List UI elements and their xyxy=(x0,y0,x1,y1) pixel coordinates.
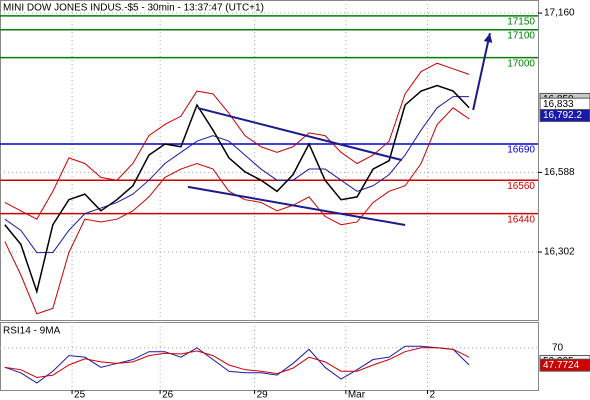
series-line xyxy=(4,347,470,379)
series-line xyxy=(4,62,470,220)
price-tag-label: 16,792.2 xyxy=(543,110,582,121)
x-tick-label: Mar xyxy=(348,390,366,400)
level-label: 16690 xyxy=(507,145,535,156)
x-tick-label: 26 xyxy=(162,390,174,400)
trend-line xyxy=(472,32,491,111)
level-label: 17100 xyxy=(507,30,535,41)
price-panel xyxy=(0,0,539,321)
y-tick-label: 16,588 xyxy=(544,167,575,178)
x-tick-label: 29 xyxy=(257,390,269,400)
rsi-panel xyxy=(0,322,539,391)
price-tag-label: 47.7724 xyxy=(543,360,580,371)
x-tick-label: 2 xyxy=(430,390,436,400)
y-tick-label: 70 xyxy=(552,342,564,353)
price-tag-label: 16,833 xyxy=(543,99,574,110)
price-tag xyxy=(539,358,590,372)
level-label: 16440 xyxy=(507,214,535,225)
trend-line xyxy=(197,107,403,162)
price-tag xyxy=(539,109,590,123)
level-label: 17150 xyxy=(507,17,535,28)
y-tick-label: 16,302 xyxy=(544,247,575,258)
series-line xyxy=(4,345,470,384)
chart-title: MINI DOW JONES INDUS.-$5 - 30min - 13:37… xyxy=(3,3,264,14)
y-tick-label: 17,160 xyxy=(544,8,575,19)
level-label: 17000 xyxy=(507,58,535,69)
series-line xyxy=(4,96,470,254)
trend-line xyxy=(187,185,406,227)
rsi-title: RSI14 - 9MA xyxy=(3,326,61,337)
x-tick-label: 25 xyxy=(74,390,86,400)
level-label: 16560 xyxy=(507,181,535,192)
arrow-head xyxy=(483,33,493,43)
series-line xyxy=(4,84,470,295)
